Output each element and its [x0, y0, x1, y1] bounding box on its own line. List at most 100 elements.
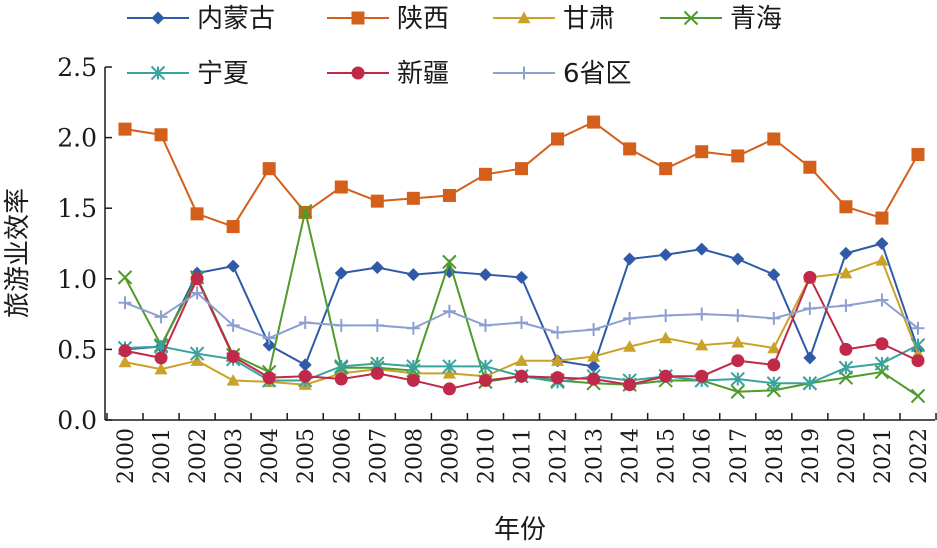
x-tick-label: 2007: [366, 428, 391, 484]
data-point: [551, 354, 565, 366]
data-point: [334, 359, 349, 374]
data-point: [910, 388, 926, 404]
data-point: [118, 355, 132, 368]
legend-item: 宁夏: [127, 59, 249, 89]
data-point: [406, 321, 420, 335]
legend-item: 新疆: [327, 59, 449, 89]
x-tick-label: 2021: [871, 428, 896, 484]
data-point: [298, 316, 312, 330]
axes: 0.00.51.01.52.02.5 2000 2001 2002 2003 2004 2…: [57, 53, 937, 484]
data-point: [659, 162, 673, 176]
data-point: [911, 148, 925, 162]
data-point: [767, 341, 781, 354]
x-tick-label: 2000: [114, 428, 139, 484]
data-point: [551, 132, 565, 146]
data-point: [587, 349, 601, 362]
data-point: [515, 162, 528, 176]
data-point: [910, 337, 926, 353]
data-point: [153, 339, 169, 354]
data-point: [623, 378, 637, 392]
data-point: [911, 354, 925, 368]
legend-label: 内蒙古: [197, 4, 275, 34]
data-point: [442, 188, 456, 202]
data-point: [515, 354, 528, 366]
data-point: [117, 270, 133, 285]
data-point: [262, 331, 276, 345]
data-point: [839, 246, 853, 260]
data-point: [695, 242, 709, 256]
data-point: [623, 311, 637, 325]
data-point: [190, 286, 204, 300]
series-2: [118, 115, 925, 234]
legend-label: 甘肃: [563, 4, 615, 34]
data-point: [695, 307, 709, 321]
x-tick-label: 2008: [402, 428, 427, 484]
legend-label: 宁夏: [197, 59, 249, 89]
series-6: [118, 270, 925, 396]
data-point: [226, 349, 240, 363]
data-point: [659, 248, 673, 262]
data-point: [118, 344, 132, 358]
data-point: [839, 299, 853, 313]
y-tick-label: 1.0: [57, 265, 97, 294]
data-point: [442, 359, 457, 374]
x-axis-title: 年份: [494, 515, 546, 545]
data-point: [406, 359, 421, 374]
data-point: [839, 200, 853, 214]
data-point: [154, 128, 168, 142]
data-point: [262, 162, 276, 176]
data-point: [226, 220, 240, 234]
data-point: [442, 304, 456, 318]
data-point: [803, 160, 817, 174]
data-point: [803, 351, 817, 365]
legend-marker: [683, 10, 699, 26]
x-tick-label: 2004: [258, 428, 283, 484]
data-point: [731, 354, 745, 368]
data-point: [659, 369, 673, 383]
data-point: [839, 342, 853, 356]
series-1: [118, 237, 925, 373]
x-tick-label: 2017: [727, 428, 752, 484]
legend-item: 陕西: [327, 4, 449, 34]
x-tick-label: 2005: [294, 428, 319, 484]
data-point: [190, 207, 204, 221]
data-point: [767, 132, 781, 146]
y-tick-label: 0.0: [57, 406, 97, 435]
data-point: [334, 180, 348, 194]
data-point: [334, 266, 348, 280]
data-point: [838, 360, 854, 375]
x-tick-label: 2016: [691, 428, 716, 484]
data-point: [659, 331, 673, 344]
data-point: [802, 376, 818, 391]
x-tick-label: 2019: [799, 428, 824, 484]
data-point: [190, 272, 204, 286]
plot-area: [117, 115, 926, 404]
data-point: [226, 318, 240, 332]
x-tick-label: 2009: [438, 428, 463, 484]
data-point: [695, 145, 709, 159]
legend-marker: [150, 65, 166, 81]
data-point: [767, 311, 781, 325]
data-point: [189, 346, 205, 361]
data-point: [551, 371, 565, 385]
data-point: [154, 351, 168, 365]
legend-marker: [151, 11, 165, 25]
data-point: [803, 270, 817, 284]
data-point: [370, 366, 384, 380]
data-point: [442, 382, 456, 396]
data-point: [334, 318, 348, 332]
y-tick-label: 2.0: [57, 124, 97, 153]
legend-marker: [517, 66, 531, 80]
data-point: [875, 293, 889, 307]
legend-marker: [351, 66, 365, 80]
x-tick-label: 2015: [655, 428, 680, 484]
data-point: [478, 359, 493, 374]
data-point: [118, 296, 132, 310]
x-tick-label: 2014: [619, 428, 644, 484]
data-point: [515, 369, 528, 383]
data-point: [875, 237, 889, 250]
legend-item: 青海: [660, 4, 782, 34]
data-point: [406, 191, 420, 205]
data-point: [370, 318, 384, 332]
